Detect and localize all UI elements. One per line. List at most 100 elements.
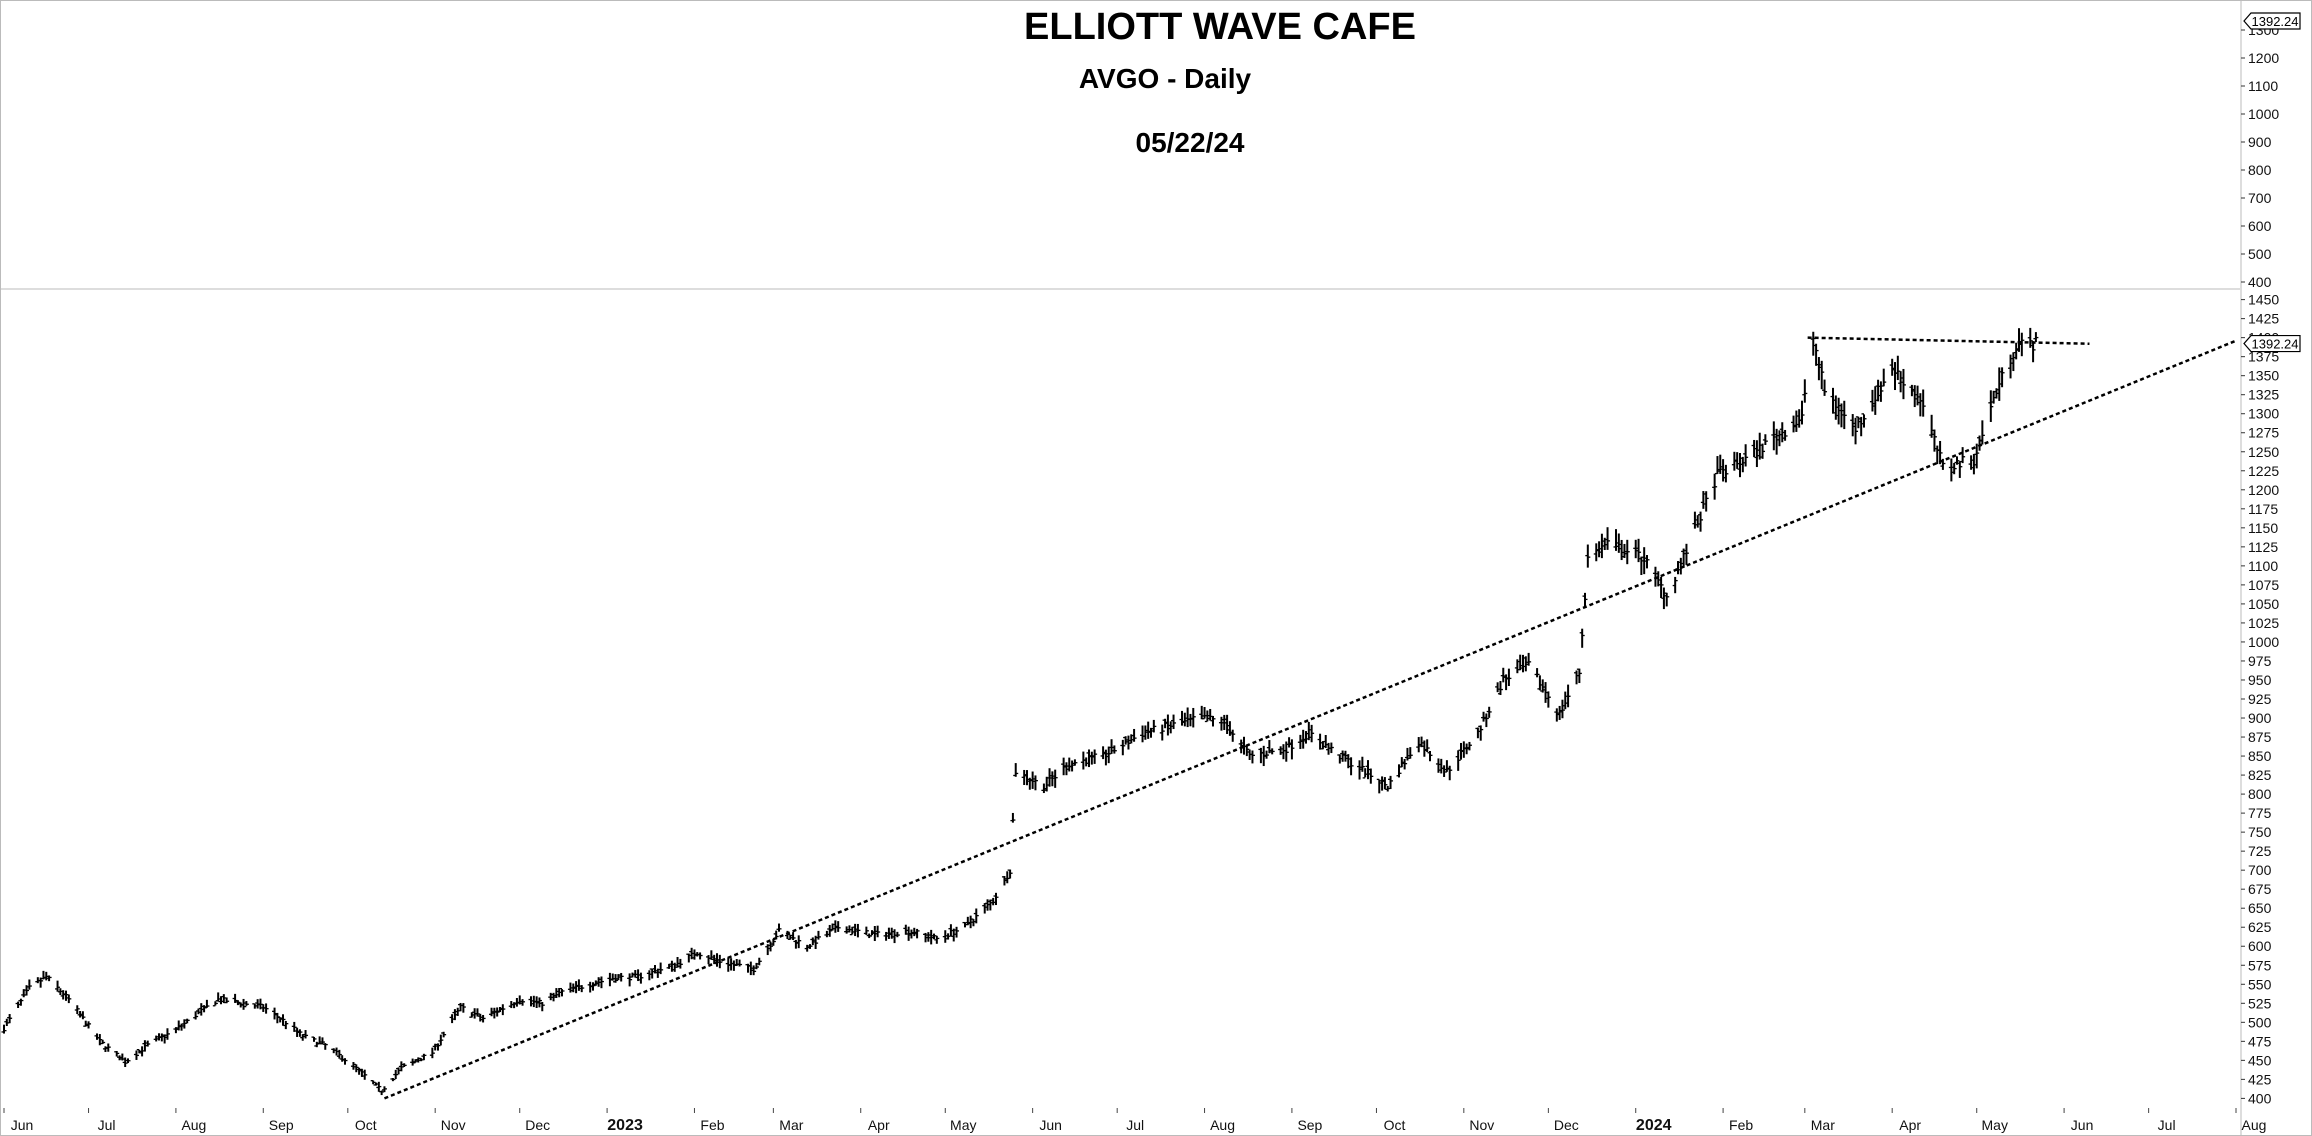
price-bar-344 (1359, 756, 1365, 772)
price-tick-label-38: 1350 (2248, 368, 2279, 384)
month-label-19: 2024 (1636, 1117, 1672, 1134)
month-label-4: Oct (355, 1117, 377, 1133)
price-bar-427 (1683, 543, 1689, 565)
price-bar-194 (768, 941, 774, 952)
price-bar-402 (1585, 544, 1591, 568)
price-bar-287 (1131, 728, 1137, 742)
price-tick-label-22: 950 (2248, 672, 2272, 688)
price-bar-89 (353, 1064, 359, 1073)
trend-lines (383, 336, 2237, 1100)
price-bar-255 (1007, 869, 1013, 879)
price-bar-327 (1289, 739, 1295, 760)
price-tick-label-13: 725 (2248, 843, 2272, 859)
price-bar-368 (1455, 750, 1461, 771)
price-bar-379 (1497, 680, 1503, 696)
price-tick-label-35: 1275 (2248, 425, 2279, 441)
price-bar-515 (2033, 332, 2039, 343)
price-tick-label-0: 400 (2248, 1090, 2272, 1106)
last-price-badge-lower: 1392.24 (2243, 334, 2301, 353)
price-tick-label-34: 1250 (2248, 444, 2279, 460)
price-bar-367 (1447, 765, 1453, 781)
price-bar-157 (618, 972, 624, 982)
price-tick-label-37: 1325 (2248, 387, 2279, 403)
price-bar-142 (559, 987, 565, 997)
price-bar-297 (1171, 714, 1177, 730)
price-bar-362 (1427, 751, 1433, 762)
month-label-5: Nov (441, 1117, 466, 1133)
price-bar-500 (1974, 443, 1980, 469)
price-bar-182 (717, 954, 723, 969)
price-bar-423 (1672, 576, 1678, 594)
price-bar-17 (66, 994, 72, 1004)
price-bar-42 (164, 1028, 170, 1040)
price-bar-191 (753, 962, 759, 970)
price-bar-502 (1979, 420, 1985, 445)
price-bar-461 (1819, 360, 1825, 390)
price-bar-67 (263, 1003, 269, 1014)
price-bar-487 (1920, 389, 1926, 417)
price-tick-label-36: 1300 (2248, 406, 2279, 422)
price-bar-447 (1762, 434, 1768, 446)
price-tick-label-2: 450 (2248, 1052, 2272, 1068)
price-tick-label-18: 850 (2248, 748, 2272, 764)
price-bar-52 (204, 999, 210, 1009)
price-bar-136 (536, 997, 542, 1008)
price-bar-262 (1032, 775, 1038, 791)
price-tick-label-1: 425 (2248, 1071, 2272, 1087)
price-bar-59 (235, 1000, 241, 1006)
price-bar-107 (421, 1053, 427, 1061)
price-bar-489 (1931, 429, 1937, 452)
price-tick-label-32: 1200 (2248, 482, 2279, 498)
price-bar-237 (934, 935, 940, 944)
price-bar-257 (1013, 763, 1019, 777)
price-bar-9 (38, 977, 44, 988)
price-tick-label-11: 675 (2248, 881, 2272, 897)
price-tick-label-30: 1150 (2248, 520, 2278, 536)
price-tick-label-26: 1050 (2248, 596, 2279, 612)
price-bar-350 (1382, 777, 1388, 790)
price-bar-353 (1396, 764, 1402, 778)
price-bar-495 (1954, 456, 1960, 465)
price-bar-81 (319, 1037, 325, 1045)
price-bar-77 (303, 1030, 309, 1039)
price-bar-457 (1802, 379, 1808, 403)
month-label-22: Apr (1899, 1117, 1921, 1133)
month-label-15: Sep (1297, 1117, 1322, 1133)
price-bar-462 (1822, 379, 1828, 396)
month-label-2: Aug (181, 1117, 206, 1133)
price-bar-98 (390, 1077, 396, 1082)
price-bar-53 (212, 1001, 218, 1007)
price-bar-347 (1368, 768, 1374, 784)
price-bar-152 (598, 976, 604, 989)
price-bar-72 (283, 1020, 289, 1030)
price-tick-label-25: 1025 (2248, 615, 2279, 631)
month-label-13: Jul (1126, 1117, 1144, 1133)
chart-date: 05/22/24 (1136, 127, 1245, 158)
price-bar-397 (1565, 684, 1571, 708)
price-bar-283 (1120, 739, 1126, 756)
price-bar-137 (539, 1002, 545, 1012)
month-label-3: Sep (269, 1117, 294, 1133)
price-tick-label-10: 650 (2248, 900, 2272, 916)
price-bar-18 (74, 1005, 80, 1015)
price-bar-147 (579, 985, 585, 993)
price-bar-62 (243, 1001, 249, 1008)
price-bar-337 (1328, 742, 1334, 754)
month-label-6: Dec (525, 1117, 550, 1133)
price-tick-label-12: 700 (2248, 862, 2272, 878)
month-label-14: Aug (1210, 1117, 1235, 1133)
price-bar-93 (370, 1080, 376, 1085)
price-bar-452 (1782, 429, 1788, 441)
price-bar-24 (97, 1034, 103, 1046)
price-bar-117 (460, 1003, 466, 1013)
price-bar-446 (1760, 443, 1766, 459)
price-bar-292 (1151, 719, 1157, 733)
upper-tick-label-2: 600 (2248, 218, 2272, 234)
price-bar-242 (954, 926, 960, 938)
upper-tick-label-4: 800 (2248, 162, 2272, 178)
price-bar-388 (1534, 668, 1540, 678)
price-bar-112 (441, 1031, 447, 1038)
price-bar-267 (1052, 769, 1058, 788)
